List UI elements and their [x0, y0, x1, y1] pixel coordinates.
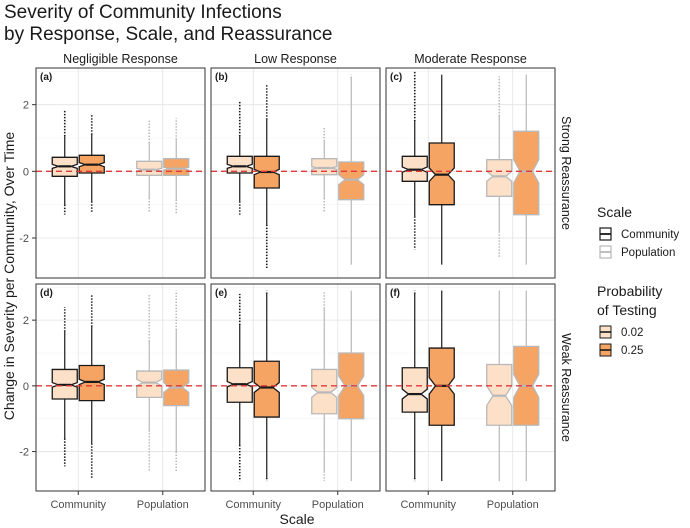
box-community-0.02: [51, 307, 78, 467]
legend-prob-title-line1: Probability: [597, 283, 662, 299]
column-strip-label: Negligible Response: [63, 52, 178, 66]
box-population-0.25: [163, 118, 190, 215]
box-body: [136, 370, 163, 399]
box-body: [513, 130, 540, 216]
panel-border: [210, 67, 381, 279]
x-tick-label: Community: [400, 499, 456, 511]
chart-subtitle: by Response, Scale, and Reassurance: [4, 24, 332, 45]
box-population-0.25: [513, 74, 540, 265]
legend-prob-title-line2: of Testing: [597, 302, 657, 318]
y-tick-label: -2: [19, 447, 29, 459]
x-tick-label: Population: [312, 499, 364, 511]
panel-label: (f): [390, 288, 400, 299]
legend-prob-items: 0.02 0.25: [599, 325, 643, 357]
facet-panel: (d): [35, 283, 206, 492]
y-tick-label: 0: [23, 381, 29, 393]
y-tick-label: -2: [19, 233, 29, 245]
box-body: [136, 160, 163, 176]
box-community-0.25: [428, 74, 455, 265]
box-population-0.25: [338, 74, 365, 265]
y-tick-label: 0: [23, 166, 29, 178]
box-community-0.02: [401, 71, 428, 250]
panel-border: [385, 67, 556, 279]
facet-panel: (b): [210, 67, 381, 279]
x-tick-label: Community: [50, 499, 106, 511]
legend-scale-items: Community Population: [599, 227, 679, 259]
box-community-0.25: [253, 84, 280, 268]
box-population-0.02: [136, 293, 163, 472]
column-strip-label: Low Response: [254, 52, 337, 66]
panel-border: [35, 283, 206, 492]
column-strip-label: Moderate Response: [414, 52, 527, 66]
chart-title: Severity of Community Infections: [4, 2, 282, 23]
legend-scale-community: Community: [599, 227, 679, 241]
facet-panel: (a): [35, 67, 206, 279]
box-community-0.02: [226, 101, 253, 215]
facet-panel: (c): [385, 67, 556, 279]
box-community-0.25: [78, 293, 105, 478]
box-community-0.02: [51, 109, 78, 215]
box-community-0.25: [78, 114, 105, 213]
row-strip-label: Weak Reassurance: [559, 333, 573, 442]
box-community-0.02: [401, 290, 428, 482]
panel-label: (c): [390, 72, 402, 83]
y-axis-title: Change in Severity per Community, Over T…: [1, 132, 17, 421]
legend-scale-population: Population: [599, 245, 675, 259]
box-body: [486, 159, 513, 197]
legend-prob-label: 0.02: [621, 327, 643, 339]
row-strip-label: Strong Reassurance: [559, 116, 573, 230]
box-body: [401, 367, 428, 413]
legend-prob-label: 0.25: [621, 345, 643, 357]
box-body: [163, 158, 190, 176]
panel-label: (b): [215, 72, 228, 83]
box-population-0.02: [486, 76, 513, 258]
box-body: [253, 360, 280, 418]
legend-scale-label: Community: [621, 229, 679, 241]
legend-prob-0.02: 0.02: [599, 325, 643, 339]
panel-border: [385, 283, 556, 492]
panel-border: [210, 283, 381, 492]
facet-strips: Negligible Response Low Response Moderate …: [63, 52, 573, 442]
box-population-0.02: [311, 290, 338, 482]
facet-panels: (a) (b) (c) (d) (e) (f): [35, 67, 556, 492]
y-tick-label: 2: [23, 100, 29, 112]
facet-panel: (e): [210, 283, 381, 492]
x-tick-label: Population: [137, 499, 189, 511]
box-population-0.02: [136, 119, 163, 213]
legend: Scale Community Population Probability of…: [597, 204, 679, 357]
panel-label: (e): [215, 288, 227, 299]
panel-label: (a): [40, 72, 52, 83]
box-population-0.02: [311, 128, 338, 212]
legend-scale-title: Scale: [597, 204, 632, 220]
facet-panel: (f): [385, 283, 556, 492]
box-population-0.25: [163, 290, 190, 472]
legend-scale-label: Population: [621, 247, 675, 259]
box-body: [311, 158, 338, 176]
box-body: [78, 364, 105, 402]
panel-border: [35, 67, 206, 279]
axes: -2 0 2 -2 0 2 Community Population Community Popu…: [19, 100, 539, 511]
box-community-0.25: [253, 290, 280, 482]
box-population-0.02: [486, 290, 513, 482]
x-tick-label: Community: [225, 499, 281, 511]
y-tick-label: 2: [23, 315, 29, 327]
box-body: [226, 155, 253, 174]
x-axis-title: Scale: [279, 511, 314, 527]
x-tick-label: Population: [487, 499, 539, 511]
box-community-0.02: [226, 293, 253, 482]
panel-label: (d): [40, 288, 53, 299]
box-body: [338, 161, 365, 201]
legend-prob-0.25: 0.25: [599, 343, 643, 357]
